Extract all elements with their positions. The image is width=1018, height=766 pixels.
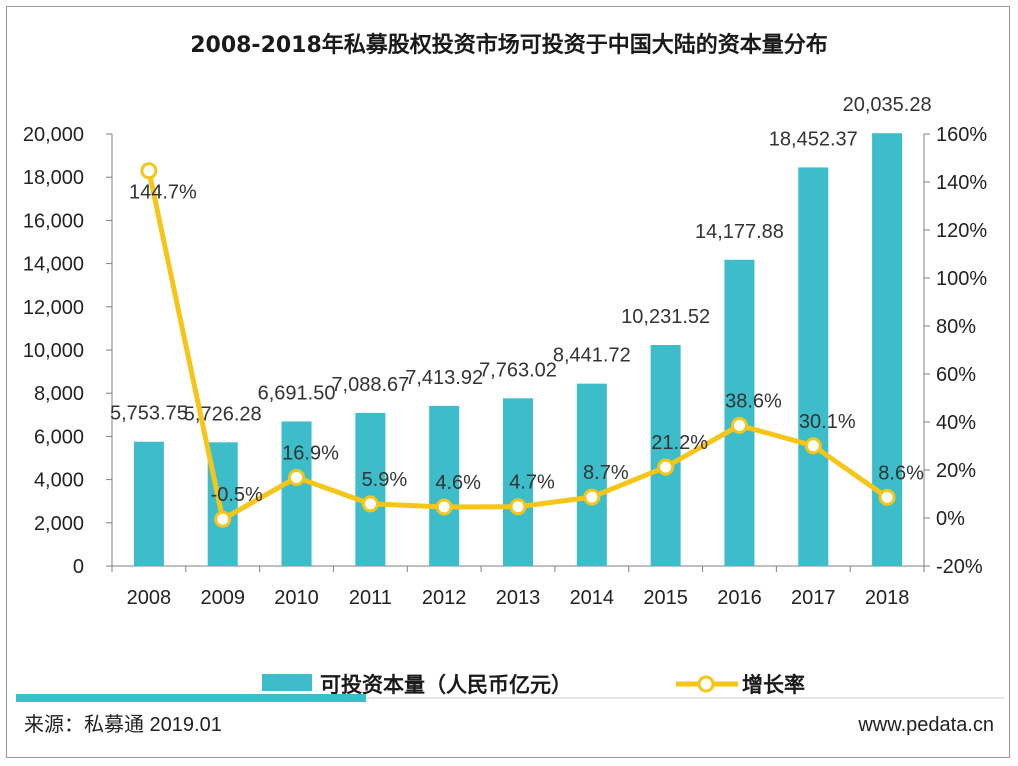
x-tick-label: 2013	[496, 587, 541, 609]
footer-website: www.pedata.cn	[857, 714, 994, 736]
x-tick-label: 2011	[349, 587, 392, 609]
left-tick-label: 6,000	[34, 426, 84, 448]
bar-value-label: 20,035.28	[843, 94, 932, 116]
right-tick-label: 60%	[936, 364, 976, 386]
bar	[355, 412, 386, 566]
bar-value-label: 18,452.37	[769, 128, 858, 150]
bar	[503, 398, 533, 566]
growth-point	[509, 498, 527, 516]
x-tick-label: 2017	[791, 587, 836, 609]
bar	[798, 167, 829, 566]
legend: 可投资本量（人民币亿元） 增长率	[262, 673, 805, 697]
footer-source: 来源：私募通 2019.01	[24, 713, 222, 736]
growth-value-label: 21.2%	[651, 432, 708, 454]
left-tick-label: 4,000	[34, 470, 84, 492]
growth-point	[878, 488, 896, 506]
bar-value-label: 7,413.92	[405, 367, 483, 389]
growth-value-label: -0.5%	[211, 484, 263, 506]
bar-value-label: 8,441.72	[553, 345, 631, 367]
growth-point	[361, 495, 379, 513]
growth-point	[140, 162, 158, 180]
bar-labels: 5,753.755,726.286,691.507,088.677,413.92…	[110, 94, 932, 425]
growth-value-label: 144.7%	[129, 182, 197, 204]
x-tick-label: 2008	[127, 587, 172, 609]
bar	[281, 421, 312, 566]
growth-line	[140, 162, 896, 528]
left-tick-label: 10,000	[23, 340, 84, 362]
left-tick-label: 12,000	[23, 297, 84, 319]
growth-value-label: 8.6%	[878, 462, 924, 484]
x-tick-label: 2018	[865, 587, 910, 609]
growth-value-label: 4.6%	[435, 472, 481, 494]
right-tick-label: 100%	[936, 268, 987, 290]
bar-value-label: 5,753.75	[110, 403, 188, 425]
chart-border	[6, 6, 1010, 758]
growth-point	[583, 488, 601, 506]
legend-bar-label: 可投资本量（人民币亿元）	[320, 673, 572, 697]
bar-value-label: 5,726.28	[184, 403, 262, 425]
x-tick-label: 2014	[570, 587, 615, 609]
right-tick-label: 140%	[936, 172, 987, 194]
bar-value-label: 7,763.02	[479, 359, 557, 381]
right-tick-label: -20%	[936, 556, 983, 578]
growth-point	[214, 510, 232, 528]
bar-value-label: 10,231.52	[621, 306, 710, 328]
right-tick-label: 120%	[936, 220, 987, 242]
right-tick-label: 160%	[936, 124, 987, 146]
right-tick-label: 0%	[936, 508, 965, 530]
x-tick-label: 2015	[643, 587, 688, 609]
x-tick-label: 2009	[200, 587, 245, 609]
bar-value-label: 7,088.67	[331, 374, 409, 396]
growth-point	[435, 498, 453, 516]
right-tick-label: 20%	[936, 460, 976, 482]
left-tick-label: 2,000	[34, 513, 84, 535]
legend-bar-swatch	[262, 674, 312, 691]
bar	[576, 383, 607, 566]
left-tick-label: 8,000	[34, 383, 84, 405]
growth-value-label: 8.7%	[583, 462, 629, 484]
left-tick-label: 14,000	[23, 254, 84, 276]
footer-accent-bar	[16, 694, 366, 702]
bar	[650, 344, 681, 566]
growth-value-label: 16.9%	[282, 442, 339, 464]
bar	[429, 405, 460, 566]
growth-point	[804, 437, 822, 455]
bar	[724, 259, 755, 566]
growth-point	[288, 468, 306, 486]
x-tick-label: 2010	[274, 587, 319, 609]
growth-value-label: 30.1%	[799, 411, 856, 433]
growth-value-label: 5.9%	[362, 469, 408, 491]
legend-line-marker	[697, 675, 715, 693]
growth-point	[730, 416, 748, 434]
left-tick-label: 0	[73, 556, 84, 578]
x-tick-label: 2012	[422, 587, 467, 609]
x-tick-label: 2016	[717, 587, 762, 609]
axes: 0 2,000 4,000 6,000 8,000 10,000 12,000 14,000 1…	[23, 124, 988, 609]
right-tick-label: 80%	[936, 316, 976, 338]
bar-value-label: 6,691.50	[258, 382, 336, 404]
growth-value-label: 38.6%	[725, 390, 782, 412]
growth-point	[657, 458, 675, 476]
right-tick-label: 40%	[936, 412, 976, 434]
chart-title: 2008-2018年私募股权投资市场可投资于中国大陆的资本量分布	[190, 32, 828, 58]
legend-line-label: 增长率	[742, 673, 805, 697]
left-tick-label: 20,000	[23, 124, 84, 146]
bar-value-label: 14,177.88	[695, 221, 784, 243]
left-tick-label: 16,000	[23, 210, 84, 232]
growth-value-label: 4.7%	[509, 472, 555, 494]
growth-labels: 144.7% -0.5% 16.9% 5.9% 4.6% 4.7% 8.7% 21.2% 38.…	[129, 182, 924, 506]
bar	[133, 441, 164, 566]
left-tick-label: 18,000	[23, 167, 84, 189]
